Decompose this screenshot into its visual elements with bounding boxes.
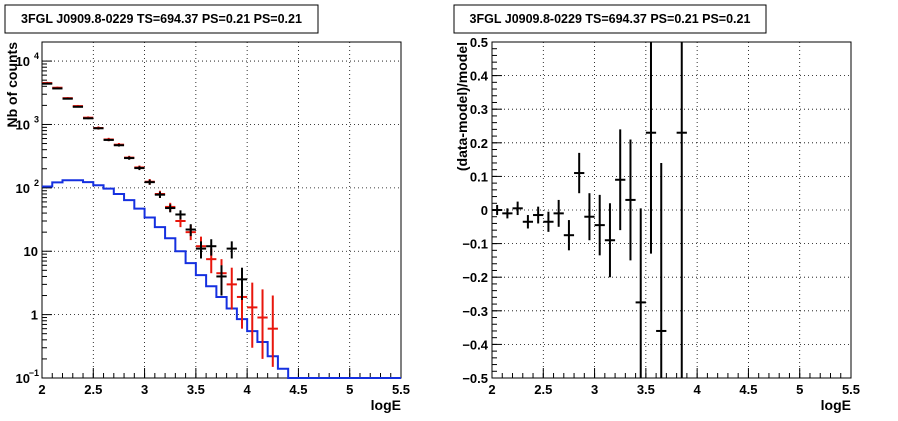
x-tick-label: 5	[346, 382, 353, 397]
y-tick-label: 0.1	[470, 169, 488, 184]
x-tick-label: 2	[488, 382, 495, 397]
y-tick-label: 0	[481, 203, 488, 218]
plot-frame	[41, 41, 402, 379]
y-tick-label: −0.2	[462, 270, 488, 285]
x-tick-label: 3.5	[637, 382, 655, 397]
x-tick-label: 5.5	[842, 382, 860, 397]
background-model-histogram	[42, 179, 401, 379]
y-tick-label: 1	[31, 308, 38, 323]
title-box	[453, 4, 767, 34]
y-tick-label: 0.5	[470, 35, 488, 50]
y-axis-label: Nb of counts	[4, 42, 20, 128]
y-tick-label: 10	[16, 371, 30, 386]
x-axis-label: logE	[821, 397, 851, 413]
y-tick-label: 10	[16, 117, 30, 132]
chart-title: 3FGL J0909.8-0229 TS=694.37 PS=0.21 PS=0…	[21, 12, 302, 26]
y-tick-label: −0.5	[462, 371, 488, 386]
x-tick-label: 2	[38, 382, 45, 397]
y-tick-exponent: 3	[34, 114, 39, 124]
plot-area	[42, 42, 401, 378]
y-tick-exponent: 4	[34, 51, 39, 61]
x-tick-label: 4.5	[739, 382, 757, 397]
x-tick-label: 4	[244, 382, 252, 397]
y-tick-label: −0.4	[462, 337, 488, 352]
x-tick-label: 3	[141, 382, 148, 397]
y-tick-exponent: −1	[29, 368, 39, 378]
y-tick-label: −0.3	[462, 304, 488, 319]
x-tick-label: 4	[694, 382, 702, 397]
x-tick-label: 4.5	[289, 382, 307, 397]
x-tick-label: 2.5	[84, 382, 102, 397]
y-tick-label: 10	[16, 181, 30, 196]
plot-area	[492, 42, 851, 378]
x-tick-label: 3	[591, 382, 598, 397]
y-axis-label: (data-model)/model	[454, 42, 470, 171]
y-tick-label: 10	[24, 244, 38, 259]
y-tick-label: 10	[16, 54, 30, 69]
x-tick-label: 5	[796, 382, 803, 397]
y-tick-label: 0.2	[470, 136, 488, 151]
y-tick-label: 0.3	[470, 102, 488, 117]
y-tick-exponent: 2	[34, 178, 39, 188]
chart-title: 3FGL J0909.8-0229 TS=694.37 PS=0.21 PS=0…	[470, 12, 751, 26]
title-box	[4, 4, 319, 34]
x-tick-label: 5.5	[392, 382, 410, 397]
x-tick-label: 2.5	[534, 382, 552, 397]
y-tick-label: 0.4	[470, 69, 489, 84]
x-tick-label: 3.5	[187, 382, 205, 397]
x-axis-label: logE	[371, 397, 401, 413]
y-tick-label: −0.1	[462, 237, 488, 252]
